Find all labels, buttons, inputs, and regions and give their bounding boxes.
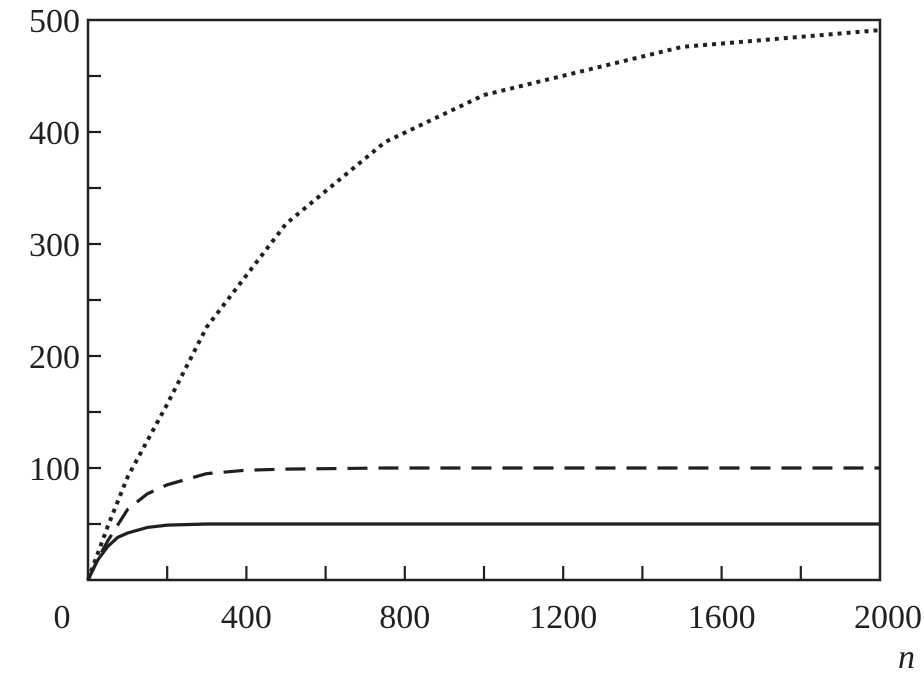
x-axis-title: n — [898, 639, 915, 676]
x-tick-label: 400 — [221, 599, 272, 636]
y-tick-label: 400 — [29, 115, 80, 152]
x-tick-label: 800 — [379, 599, 430, 636]
y-tick-label: 100 — [29, 451, 80, 488]
y-tick-label: 300 — [29, 227, 80, 264]
series-solid-line — [86, 522, 880, 581]
x-tick-label: 1200 — [529, 599, 597, 636]
series-dashed-line — [86, 466, 880, 581]
y-tick-label: 500 — [29, 3, 80, 40]
plot-frame — [86, 18, 882, 582]
x-tick-label: 2000 — [854, 599, 922, 636]
y-tick-label: 200 — [29, 339, 80, 376]
x-tick-label: 1600 — [688, 599, 756, 636]
series-dotted-line — [86, 28, 881, 581]
x-tick-label: 0 — [54, 599, 71, 636]
